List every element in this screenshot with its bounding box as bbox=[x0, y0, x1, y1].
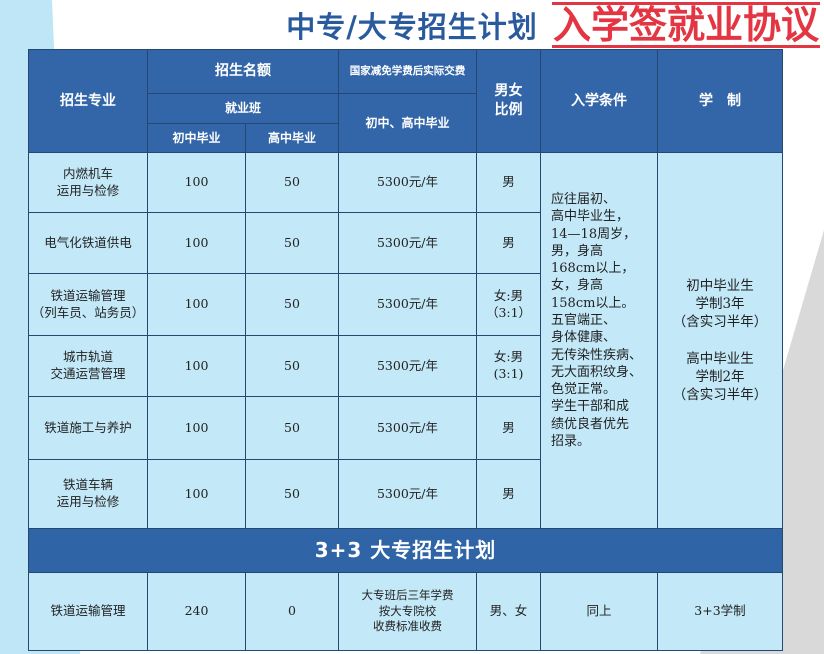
junior-quota-cell: 240 bbox=[147, 572, 246, 651]
table-row: 铁道运输管理 （列车员、站务员） 100 50 5300元/年 女:男 （3:1） bbox=[28, 273, 783, 336]
senior-quota-cell: 50 bbox=[245, 152, 339, 213]
header-major: 招生专业 bbox=[28, 49, 148, 153]
header-ratio: 男女比例 bbox=[476, 49, 541, 153]
ratio-cell: 男 bbox=[476, 396, 541, 460]
senior-quota-cell: 50 bbox=[245, 459, 339, 529]
stamp: 入学签就业协议 bbox=[552, 2, 820, 48]
table-row: 铁道运输管理 240 0 大专班后三年学费 按大专院校 收费标准收费 男、女 同… bbox=[28, 572, 783, 651]
major-cell: 铁道施工与养护 bbox=[28, 396, 148, 460]
system-cell: 3+3学制 bbox=[657, 572, 783, 651]
junior-quota-cell: 100 bbox=[147, 212, 246, 274]
fee-cell: 5300元/年 bbox=[338, 396, 477, 460]
conditions-cell: 应往届初、 高中毕业生， 14—18周岁， 男，身高 168cm以上， 女，身高… bbox=[540, 152, 658, 529]
enrollment-table: 招生专业 招生名额 国家减免学费后实际交费 男女比例 入学条件 学 制 就业班 … bbox=[28, 49, 783, 651]
table-row: 城市轨道 交通运营管理 100 50 5300元/年 女:男 (3:1) bbox=[28, 335, 783, 397]
major-cell: 铁道运输管理 （列车员、站务员） bbox=[28, 273, 148, 336]
senior-quota-cell: 50 bbox=[245, 273, 339, 336]
ratio-cell: 男、女 bbox=[476, 572, 541, 651]
fee-cell: 5300元/年 bbox=[338, 273, 477, 336]
senior-quota-cell: 0 bbox=[245, 572, 339, 651]
fee-cell: 5300元/年 bbox=[338, 459, 477, 529]
major-cell: 铁道车辆 运用与检修 bbox=[28, 459, 148, 529]
header-conditions: 入学条件 bbox=[540, 49, 658, 153]
system-cell: 初中毕业生 学制3年 （含实习半年） 高中毕业生 学制2年 （含实习半年） bbox=[657, 152, 783, 529]
ratio-cell: 男 bbox=[476, 459, 541, 529]
fee-cell: 5300元/年 bbox=[338, 335, 477, 397]
junior-quota-cell: 100 bbox=[147, 152, 246, 213]
senior-quota-cell: 50 bbox=[245, 396, 339, 460]
header-senior: 高中毕业 bbox=[245, 123, 339, 153]
fee-cell: 5300元/年 bbox=[338, 212, 477, 274]
ratio-cell: 女:男 （3:1） bbox=[476, 273, 541, 336]
table-row: 内燃机车 运用与检修 100 50 5300元/年男应往届初、 高中毕业生， 14—1… bbox=[28, 152, 783, 529]
header-fee: 国家减免学费后实际交费 bbox=[338, 49, 477, 94]
fee-cell: 5300元/年 bbox=[338, 152, 477, 213]
major-cell: 铁道运输管理 bbox=[28, 572, 148, 651]
major-cell: 电气化铁道供电 bbox=[28, 212, 148, 274]
header-junior: 初中毕业 bbox=[147, 123, 246, 153]
senior-quota-cell: 50 bbox=[245, 335, 339, 397]
junior-quota-cell: 100 bbox=[147, 396, 246, 460]
header-system: 学 制 bbox=[657, 49, 783, 153]
header-fee-sub: 初中、高中毕业 bbox=[338, 93, 477, 153]
fee-cell: 大专班后三年学费 按大专院校 收费标准收费 bbox=[338, 572, 477, 651]
college-plan-banner: 3+3 大专招生计划 bbox=[28, 528, 783, 573]
table-row: 电气化铁道供电 100 50 5300元/年男 bbox=[28, 212, 783, 274]
table-row: 铁道施工与养护 100 50 5300元/年男 bbox=[28, 396, 783, 460]
junior-quota-cell: 100 bbox=[147, 335, 246, 397]
ratio-cell: 男 bbox=[476, 152, 541, 213]
conditions-cell: 同上 bbox=[540, 572, 658, 651]
header-employment: 就业班 bbox=[147, 93, 339, 124]
major-cell: 城市轨道 交通运营管理 bbox=[28, 335, 148, 397]
junior-quota-cell: 100 bbox=[147, 459, 246, 529]
senior-quota-cell: 50 bbox=[245, 212, 339, 274]
major-cell: 内燃机车 运用与检修 bbox=[28, 152, 148, 213]
ratio-cell: 男 bbox=[476, 212, 541, 274]
junior-quota-cell: 100 bbox=[147, 273, 246, 336]
page-title: 中专/大专招生计划 bbox=[286, 10, 538, 44]
table-row: 铁道车辆 运用与检修 100 50 5300元/年男 bbox=[28, 459, 783, 529]
ratio-cell: 女:男 (3:1) bbox=[476, 335, 541, 397]
header-quota: 招生名额 bbox=[147, 49, 339, 94]
